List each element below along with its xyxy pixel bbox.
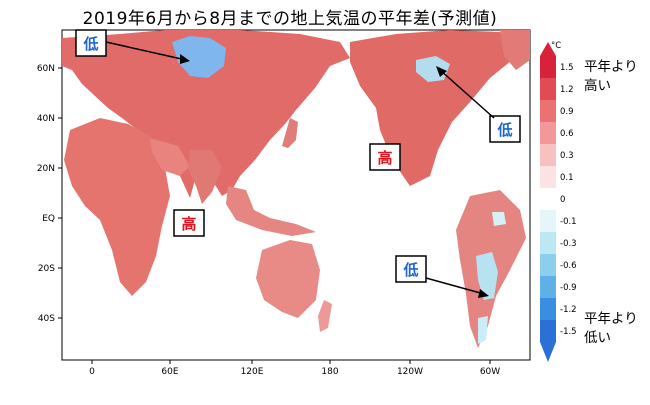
scale-color-box — [540, 122, 556, 145]
scale-color-box — [540, 78, 556, 101]
scale-tick-labels: 1.5 1.2 0.9 0.6 0.3 0.1 0 -0.1 -0.3 -0.6 -0.9 -1.2 -… — [560, 63, 577, 337]
callout-low-siberia: 低 — [75, 29, 190, 64]
callout-high-indian-ocean-text: 高 — [181, 215, 196, 233]
scale-color-boxes — [540, 56, 556, 343]
scale-color-box — [540, 320, 556, 343]
scale-color-box — [540, 56, 556, 79]
lon-label-120e: 120E — [241, 367, 264, 377]
scale-color-box — [540, 210, 556, 233]
scale-color-box — [540, 144, 556, 167]
lon-label-60w: 60W — [480, 367, 500, 377]
callout-high-pacific-text: 高 — [377, 149, 392, 167]
eurasia-landmass — [62, 30, 350, 198]
longitude-labels: 0 60E 120E 180 120W 60W — [89, 360, 500, 377]
scale-tick-label: 0 — [560, 195, 565, 205]
land-masses — [62, 30, 530, 348]
scale-color-box — [540, 100, 556, 123]
southeast-asia-islands — [226, 186, 316, 236]
cold-anomaly-siberia — [172, 36, 226, 78]
scale-top-note-line1: 平年より — [584, 59, 638, 75]
lon-label-180: 180 — [321, 367, 338, 377]
scale-tick-label: 0.3 — [560, 151, 574, 161]
lon-label-0: 0 — [89, 367, 95, 377]
map-title: 2019年6月から8月までの地上気温の平年差(予測値) — [82, 9, 498, 29]
scale-bottom-note-line1: 平年より — [584, 311, 638, 327]
lon-label-60e: 60E — [161, 367, 178, 377]
cold-anomaly-patagonia — [478, 316, 488, 344]
africa-landmass — [64, 118, 170, 296]
scale-color-box — [540, 188, 556, 211]
color-scale: °C 1.5 1.2 0.9 0.6 0.3 0.1 0 -0.1 -0.3 -0.6 -0.9 -1… — [540, 41, 642, 362]
scale-tick-label: -0.1 — [560, 217, 577, 227]
scale-tick-label: -0.6 — [560, 261, 577, 271]
scale-color-box — [540, 232, 556, 255]
latitude-labels: 60N 40N 20N EQ 20S 40S — [37, 64, 62, 324]
lat-label-40n: 40N — [37, 114, 55, 124]
australia-landmass — [256, 240, 320, 318]
callout-high-pacific: 高 — [369, 143, 401, 171]
callout-high-indian-ocean: 高 — [173, 209, 205, 237]
cold-anomaly-south-america — [476, 252, 498, 300]
lat-label-eq: EQ — [42, 214, 55, 224]
scale-tick-label: 0.1 — [560, 173, 574, 183]
scale-bottom-note-line2: 低い — [584, 330, 611, 346]
lon-label-120w: 120W — [397, 367, 423, 377]
scale-top-note-line2: 高い — [584, 77, 611, 94]
scale-tick-label: 1.2 — [560, 85, 574, 95]
callout-low-canada: 低 — [436, 66, 521, 143]
scale-tick-label: -0.9 — [560, 283, 577, 293]
lat-label-60n: 60N — [37, 64, 55, 74]
scale-color-box — [540, 166, 556, 189]
scale-bottom-note: 平年より 低い — [584, 311, 642, 346]
callout-low-south-america: 低 — [395, 255, 489, 298]
scale-top-arrow — [540, 42, 556, 56]
scale-tick-label: 0.6 — [560, 129, 574, 139]
scale-color-box — [540, 254, 556, 277]
callout-low-canada-text: 低 — [496, 121, 512, 139]
scale-tick-label: 0.9 — [560, 107, 574, 117]
new-zealand-islands — [318, 300, 332, 332]
lat-label-40s: 40S — [38, 314, 55, 324]
lat-label-20s: 20S — [38, 264, 55, 274]
scale-unit: °C — [551, 41, 561, 51]
callout-low-siberia-text: 低 — [82, 35, 98, 53]
scale-top-note: 平年より 高い — [584, 59, 642, 94]
scale-color-box — [540, 276, 556, 299]
arabia-landmass — [150, 138, 190, 176]
scale-color-box — [540, 298, 556, 321]
lat-label-20n: 20N — [37, 164, 55, 174]
scale-tick-label: -1.2 — [560, 305, 577, 315]
scale-tick-label: -0.3 — [560, 239, 577, 249]
india-landmass — [188, 150, 222, 204]
callout-low-south-america-text: 低 — [402, 261, 418, 279]
cold-anomaly-amazon — [492, 212, 506, 226]
japan-islands — [282, 118, 298, 148]
scale-tick-label: 1.5 — [560, 63, 574, 73]
scale-bottom-arrow — [540, 342, 556, 362]
greenland-landmass — [500, 30, 530, 70]
scale-tick-label: -1.5 — [560, 327, 577, 337]
